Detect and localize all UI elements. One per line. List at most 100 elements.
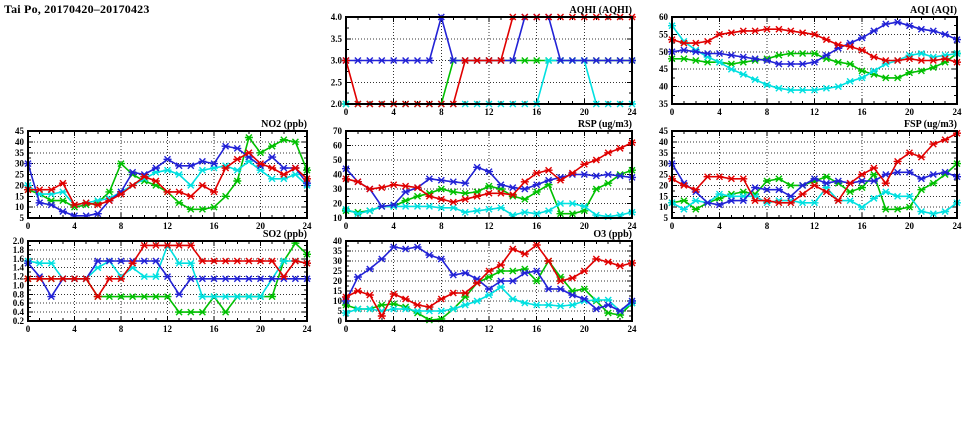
x-tick-label: 12 — [163, 221, 173, 231]
plot-frame — [671, 130, 958, 219]
y-tick-label: 10 — [333, 296, 343, 306]
y-tick-label: 30 — [333, 184, 343, 194]
y-tick-label: 30 — [333, 256, 343, 266]
plot-frame — [27, 130, 308, 219]
x-tick-label: 8 — [439, 324, 444, 334]
page-title: Tai Po, 20170420–20170423 — [4, 2, 150, 16]
y-tick-label: 10 — [659, 202, 669, 212]
x-tick-label: 4 — [72, 221, 77, 231]
y-tick-label: 1.8 — [13, 245, 25, 255]
y-tick-label: 45 — [15, 126, 25, 136]
y-tick-label: 40 — [333, 236, 343, 246]
axis-labels: 0 4 8 12 16 20 24 35 40 45 50 55 60 — [659, 12, 962, 117]
y-tick-label: 40 — [659, 82, 669, 92]
y-tick-label: 60 — [333, 141, 343, 151]
plot-frame — [345, 130, 633, 219]
x-tick-label: 24 — [953, 221, 963, 231]
y-tick-label: 25 — [659, 170, 669, 180]
x-tick-label: 0 — [344, 324, 349, 334]
x-tick-label: 24 — [303, 324, 313, 334]
x-tick-label: 4 — [72, 324, 77, 334]
x-tick-label: 24 — [628, 221, 638, 231]
x-tick-label: 0 — [344, 221, 349, 231]
chart-rsp: 0 4 8 12 16 20 24 10 20 30 40 50 60 70 RSP (ug/m3) — [333, 119, 637, 231]
chart-title: SO2 (ppb) — [263, 229, 307, 240]
axis-labels: 0 4 8 12 16 20 24 10 20 30 40 50 60 70 — [333, 126, 637, 231]
series-blue-line — [671, 163, 958, 206]
y-tick-label: 2.0 — [331, 99, 343, 109]
y-tick-label: 1.2 — [13, 272, 25, 282]
y-tick-label: 35 — [659, 148, 669, 158]
x-tick-label: 16 — [210, 221, 220, 231]
x-tick-label: 4 — [717, 221, 722, 231]
x-tick-label: 8 — [439, 221, 444, 231]
gridlines — [28, 241, 307, 321]
y-tick-label: 30 — [15, 159, 25, 169]
x-tick-label: 20 — [905, 107, 915, 117]
chart-title: AQHI (AQHI) — [570, 5, 633, 16]
x-tick-label: 16 — [532, 107, 542, 117]
y-tick-label: 20 — [333, 199, 343, 209]
y-tick-label: 0.8 — [13, 289, 25, 299]
chart-title: NO2 (ppb) — [261, 119, 307, 130]
y-tick-label: 5 — [664, 213, 669, 223]
x-tick-label: 8 — [119, 221, 124, 231]
y-tick-label: 1.6 — [13, 254, 25, 264]
x-tick-label: 0 — [26, 324, 31, 334]
x-tick-label: 16 — [858, 107, 868, 117]
y-tick-label: 40 — [659, 137, 669, 147]
y-tick-label: 25 — [333, 266, 343, 276]
x-tick-label: 12 — [163, 324, 173, 334]
plot-frame — [345, 240, 633, 322]
y-tick-label: 5 — [20, 213, 25, 223]
y-tick-label: 25 — [15, 170, 25, 180]
y-tick-label: 15 — [659, 191, 669, 201]
y-tick-label: 3.5 — [331, 34, 343, 44]
y-tick-label: 35 — [659, 99, 669, 109]
chart-title: AQI (AQI) — [910, 5, 957, 16]
y-tick-label: 1.0 — [13, 280, 25, 290]
y-tick-label: 20 — [659, 180, 669, 190]
chart-aqhi: 0 4 8 12 16 20 24 2.0 2.5 3.0 3.5 4.0 AQHI (AQHI) — [331, 5, 637, 117]
y-tick-label: 30 — [659, 159, 669, 169]
axis-labels: 0 4 8 12 16 20 24 2.0 2.5 3.0 3.5 4.0 — [331, 12, 637, 117]
x-tick-label: 16 — [532, 324, 542, 334]
y-tick-label: 0.4 — [13, 307, 25, 317]
x-tick-label: 12 — [810, 221, 820, 231]
y-tick-label: 60 — [659, 12, 669, 22]
x-tick-label: 20 — [580, 324, 590, 334]
y-tick-label: 70 — [333, 126, 343, 136]
x-tick-label: 0 — [26, 221, 31, 231]
y-tick-label: 10 — [15, 202, 25, 212]
x-tick-label: 8 — [765, 221, 770, 231]
chart-so2: 0 4 8 12 16 20 24 0.20.40.60.81.01.21.41.61.82.… — [13, 229, 312, 334]
plot-frame — [27, 240, 308, 322]
y-tick-label: 45 — [659, 126, 669, 136]
chart-aqi: 0 4 8 12 16 20 24 35 40 45 50 55 60 AQI (AQI) — [659, 5, 962, 117]
x-tick-label: 4 — [717, 107, 722, 117]
x-tick-label: 20 — [256, 221, 266, 231]
x-tick-label: 16 — [858, 221, 868, 231]
y-tick-label: 1.4 — [13, 263, 25, 273]
x-tick-label: 0 — [670, 221, 675, 231]
series-cyan-markers — [668, 22, 961, 94]
y-tick-label: 35 — [15, 148, 25, 158]
chart-title: FSP (ug/m3) — [904, 119, 957, 130]
chart-title: RSP (ug/m3) — [578, 119, 632, 130]
x-tick-label: 24 — [628, 107, 638, 117]
plot-frame — [671, 16, 958, 105]
x-tick-label: 20 — [256, 324, 266, 334]
x-tick-label: 20 — [580, 221, 590, 231]
y-tick-label: 5 — [338, 306, 343, 316]
y-tick-label: 20 — [333, 276, 343, 286]
chart-title: O3 (ppb) — [593, 229, 632, 240]
x-tick-label: 12 — [485, 324, 495, 334]
x-tick-label: 20 — [580, 107, 590, 117]
y-tick-label: 45 — [659, 64, 669, 74]
